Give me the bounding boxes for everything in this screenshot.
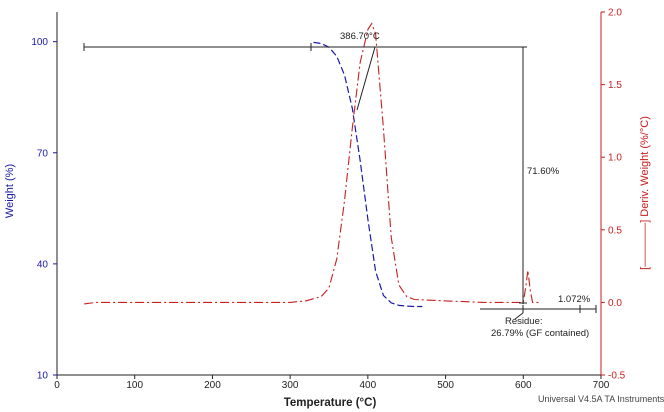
y-left-tick-label-2: 70 [37, 148, 49, 159]
y-right-tick-label-5: 2.0 [608, 8, 622, 19]
y-left-axis-title: Weight (%) [4, 164, 16, 218]
x-tick-label-5: 500 [437, 380, 454, 391]
annotation-marks [83, 43, 597, 320]
x-tick-label-0: 0 [54, 380, 60, 391]
x-tick-label-4: 400 [360, 380, 377, 391]
x-axis-title: Temperature (°C) [284, 397, 377, 409]
y-right-tick-label-4: 1.5 [608, 80, 622, 91]
weight-series-line [313, 41, 423, 308]
x-tick-label-3: 300 [282, 380, 299, 391]
onset-temperature-label: 386.70°C [340, 31, 380, 42]
onset-tangent [356, 46, 376, 111]
tail-loss-label: 1.072% [558, 294, 591, 305]
axis-ticks [53, 11, 605, 379]
x-tick-label-7: 700 [593, 380, 610, 391]
y-left-tick-label-0: 10 [37, 371, 49, 382]
instrument-footer: Universal V4.5A TA Instruments [538, 394, 664, 404]
y-left-tick-label-1: 40 [37, 259, 49, 270]
x-tick-label-6: 600 [515, 380, 532, 391]
axis-tick-labels: 0 100 200 300 400 500 600 700 10 40 70 100 -0.5 0.0 0.… [31, 8, 625, 392]
y-right-axis-title: [――――] Deriv. Weight (%/°C) [639, 116, 651, 270]
y-left-tick-label-3: 100 [31, 37, 48, 48]
x-tick-label-1: 100 [126, 380, 143, 391]
y-right-tick-label-3: 1.0 [608, 153, 622, 164]
y-right-tick-label-2: 0.5 [608, 225, 622, 236]
residue-leader [514, 312, 524, 320]
y-right-tick-label-1: 0.0 [608, 298, 622, 309]
residue-label-line1: Residue: [505, 316, 543, 327]
y-right-tick-label-0: -0.5 [608, 371, 626, 382]
x-tick-label-2: 200 [204, 380, 221, 391]
weight-loss-label: 71.60% [527, 166, 560, 177]
deriv-weight-series-line [84, 22, 539, 305]
residue-label-line2: 26.79% (GF contained) [491, 328, 589, 339]
